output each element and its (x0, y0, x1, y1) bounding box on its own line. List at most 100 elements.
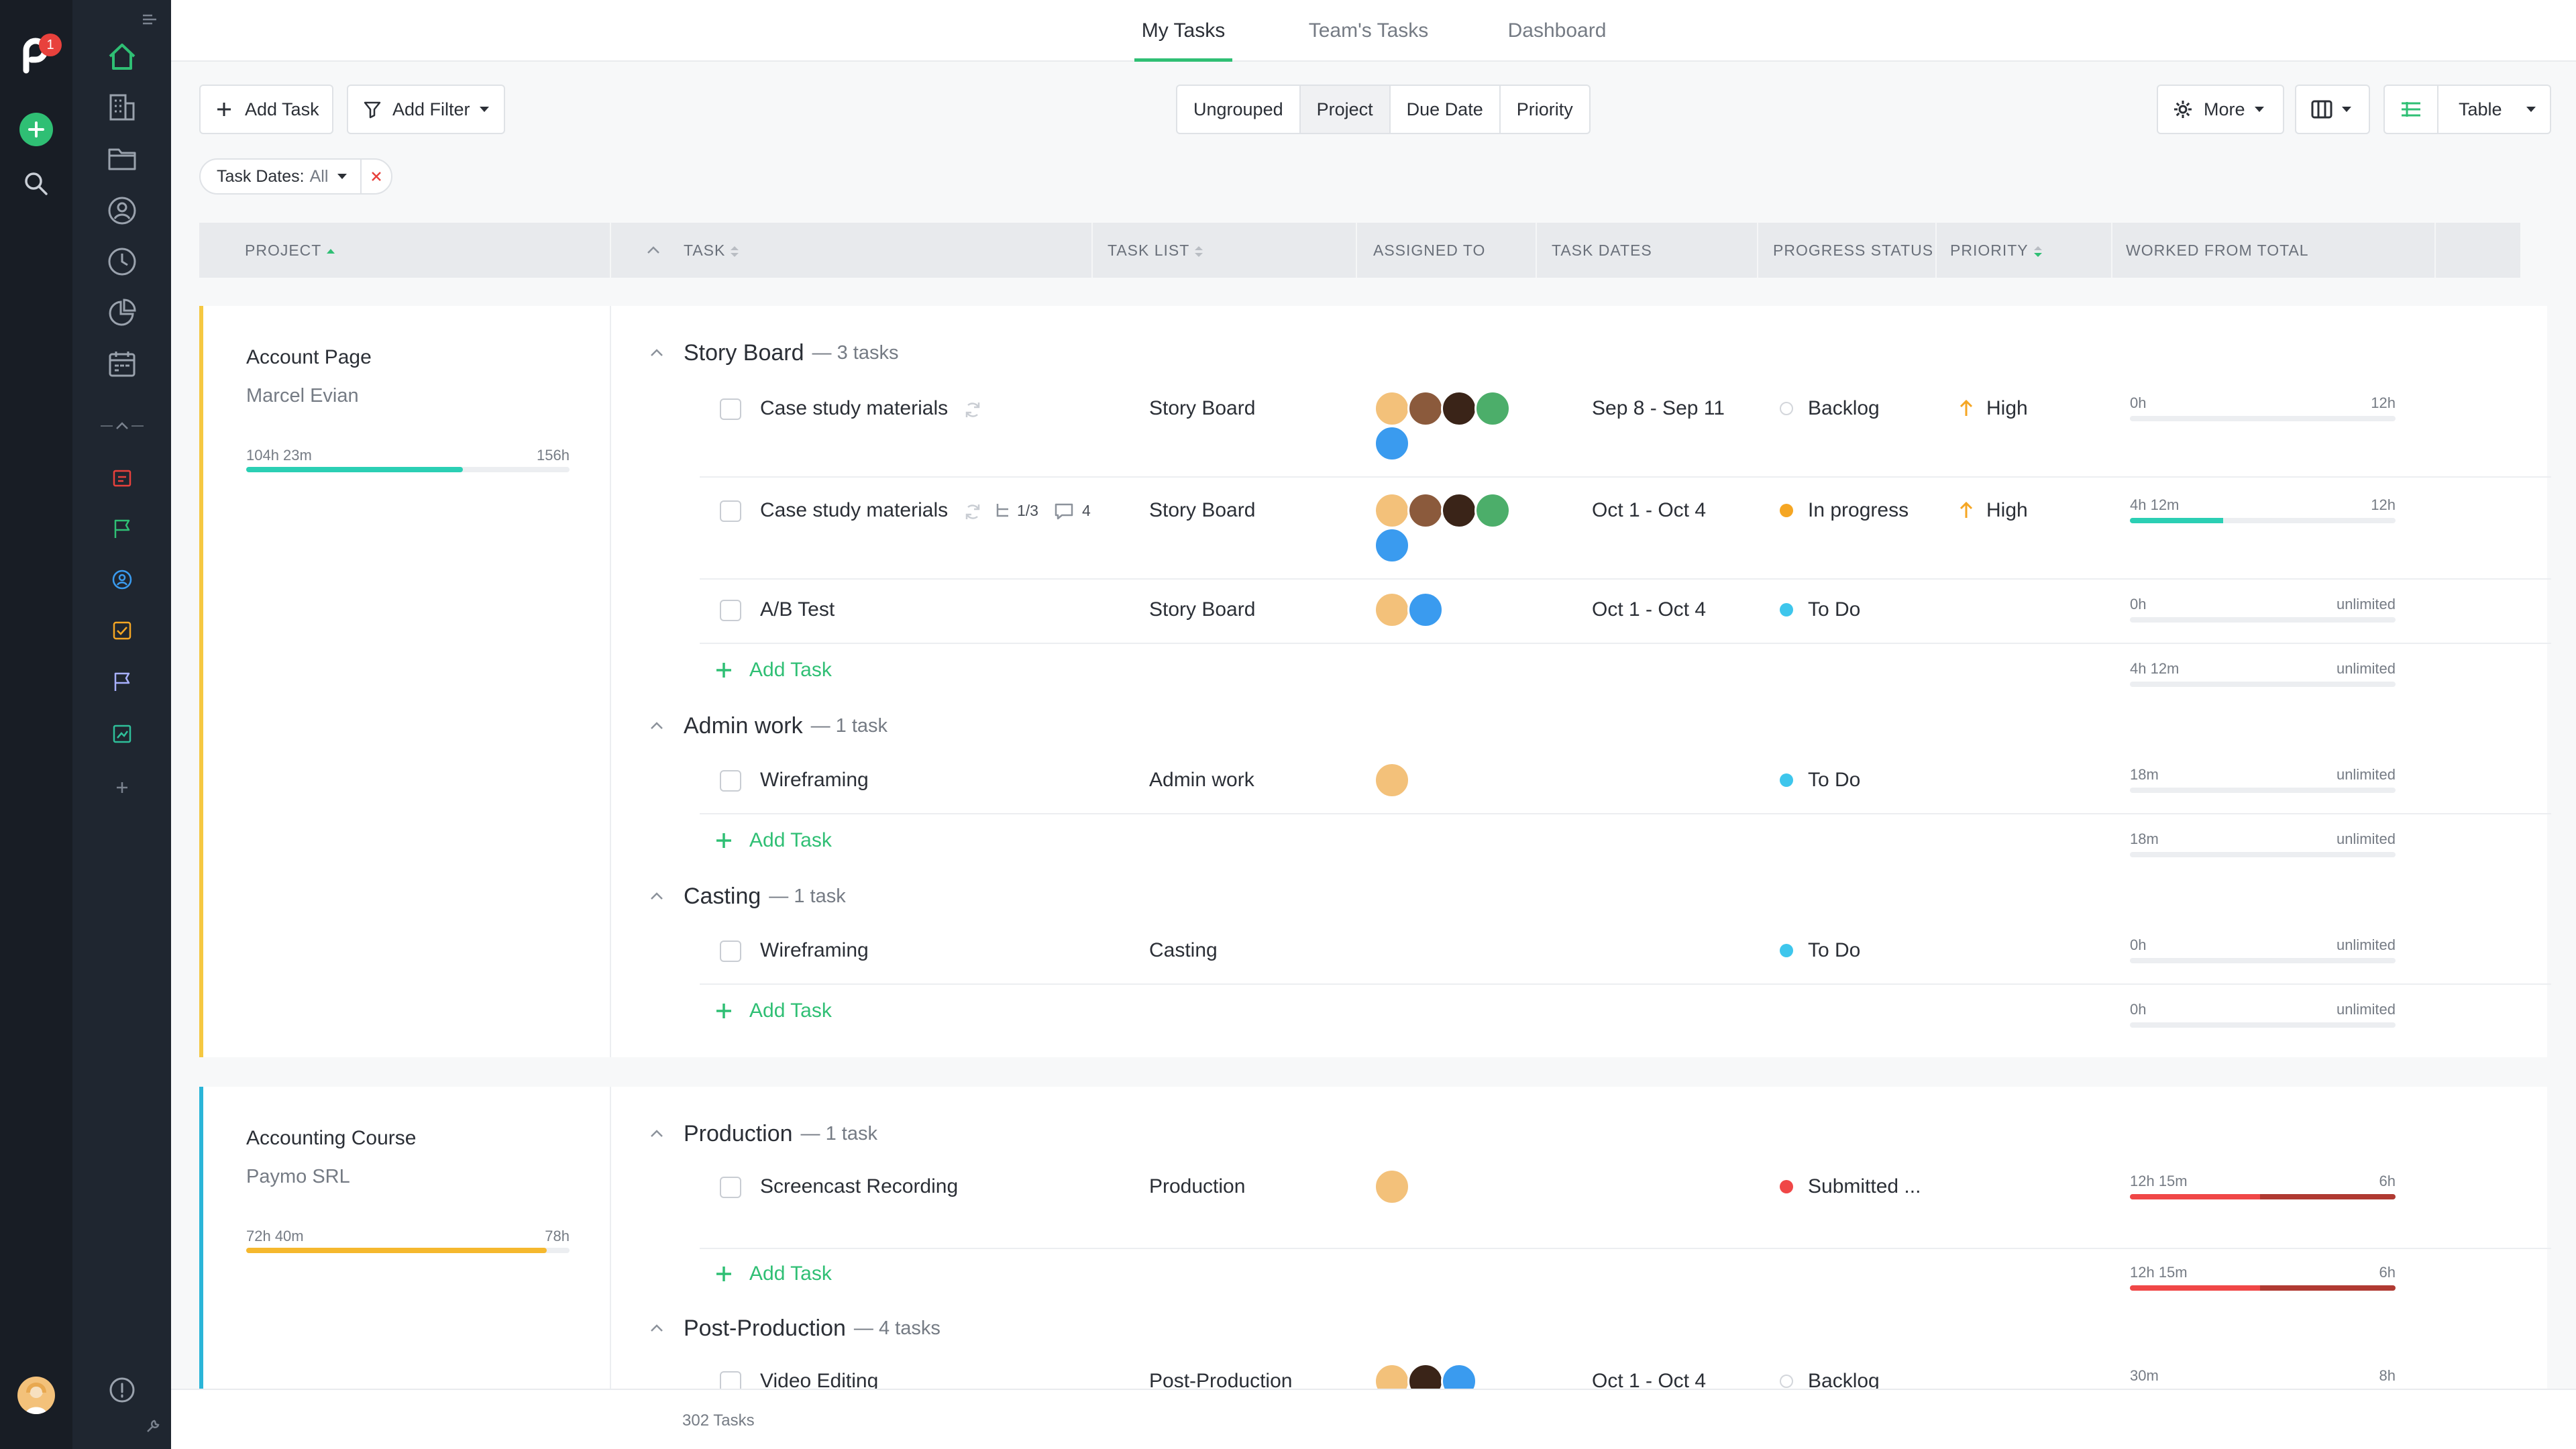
task-row[interactable]: A/B Test Story Board Oct 1 - Oct 4 To Do… (203, 580, 2551, 643)
info-icon[interactable] (107, 1375, 137, 1405)
collapse-group-icon[interactable] (649, 1126, 665, 1142)
avatar[interactable] (1474, 492, 1511, 529)
group-priority[interactable]: Priority (1516, 99, 1573, 119)
task-dates[interactable]: Oct 1 - Oct 4 (1592, 1370, 1707, 1392)
task-row[interactable]: Wireframing Casting To Do 0h unlimited (203, 920, 2551, 983)
task-row[interactable]: Case study materials 1/3 4 Story Board O… (203, 478, 2551, 578)
task-name[interactable]: Wireframing (760, 769, 869, 791)
filter-chip-task-dates[interactable]: Task Dates: All (199, 158, 393, 195)
tab-dashboard[interactable]: Dashboard (1507, 19, 1607, 42)
task-checkbox[interactable] (720, 398, 741, 420)
status[interactable]: To Do (1780, 598, 1860, 621)
add-task-button[interactable]: Add Task (199, 85, 333, 134)
add-favorite-icon[interactable] (110, 775, 134, 800)
add-task-link[interactable]: Add Task (714, 829, 832, 852)
tab-my-tasks[interactable]: My Tasks (1134, 0, 1232, 62)
task-checkbox[interactable] (720, 770, 741, 792)
column-assigned-to[interactable]: ASSIGNED TO (1373, 223, 1485, 278)
group-ungrouped[interactable]: Ungrouped (1177, 86, 1301, 133)
add-task-link[interactable]: Add Task (714, 1263, 832, 1285)
checklist-icon[interactable] (110, 619, 134, 643)
task-name[interactable]: Screencast Recording (760, 1175, 959, 1197)
avatar[interactable] (1374, 1169, 1410, 1205)
task-dates[interactable]: Sep 8 - Sep 11 (1592, 397, 1725, 419)
avatar[interactable] (1374, 390, 1410, 427)
avatar[interactable] (1374, 492, 1410, 529)
task-name[interactable]: Case study materials (760, 397, 949, 419)
group-name[interactable]: Casting (684, 883, 761, 909)
chart-icon[interactable] (110, 722, 134, 746)
add-task-link[interactable]: Add Task (714, 659, 832, 682)
favorites-collapse-icon[interactable] (97, 416, 148, 436)
project-calendar-icon[interactable] (110, 466, 134, 490)
status[interactable]: To Do (1780, 769, 1860, 792)
column-progress-status[interactable]: PROGRESS STATUS (1773, 223, 1933, 278)
group-name[interactable]: Post-Production (684, 1315, 846, 1341)
group-name[interactable]: Story Board (684, 339, 804, 366)
projects-folder-icon[interactable] (105, 141, 140, 176)
add-filter-button[interactable]: Add Filter (347, 85, 505, 134)
avatar[interactable] (1374, 762, 1410, 798)
view-switcher[interactable]: Table (2383, 85, 2551, 134)
reports-pie-icon[interactable] (105, 295, 140, 330)
column-task-list[interactable]: TASK LIST (1108, 223, 1203, 278)
column-worked-from-total[interactable]: WORKED FROM TOTAL (2126, 223, 2309, 278)
avatar[interactable] (1407, 390, 1444, 427)
collapse-all-icon[interactable] (645, 241, 662, 259)
column-project[interactable]: PROJECT (245, 223, 335, 278)
clients-building-icon[interactable] (105, 90, 140, 125)
task-name[interactable]: A/B Test (760, 598, 835, 621)
flag-icon[interactable] (110, 669, 134, 694)
task-row[interactable]: Wireframing Admin work To Do 18m unlimit… (203, 750, 2551, 813)
columns-button[interactable] (2295, 85, 2370, 134)
avatar[interactable] (1407, 492, 1444, 529)
group-name[interactable]: Production (684, 1120, 793, 1146)
add-task-link[interactable]: Add Task (714, 1000, 832, 1022)
avatar[interactable] (1374, 592, 1410, 628)
column-task-dates[interactable]: TASK DATES (1552, 223, 1652, 278)
user-avatar[interactable] (17, 1377, 55, 1414)
calendar-icon[interactable] (105, 346, 140, 381)
time-clock-icon[interactable] (105, 244, 140, 279)
avatar[interactable] (1407, 592, 1444, 628)
avatar[interactable] (1441, 492, 1477, 529)
avatar[interactable] (1474, 390, 1511, 427)
avatar[interactable] (1374, 425, 1410, 462)
task-name[interactable]: Case study materials (760, 499, 949, 521)
search-icon[interactable] (20, 168, 52, 200)
group-due-date[interactable]: Due Date (1391, 86, 1501, 133)
status[interactable]: In progress (1780, 499, 1909, 522)
project-client[interactable]: Marcel Evian (246, 385, 359, 407)
collapse-group-icon[interactable] (649, 718, 665, 734)
create-plus-icon[interactable] (19, 113, 53, 146)
collapse-sidebar-icon[interactable] (140, 9, 160, 30)
task-row[interactable]: Case study materials Story Board Sep 8 -… (203, 376, 2551, 476)
task-name[interactable]: Wireframing (760, 939, 869, 961)
status[interactable]: Backlog (1780, 1370, 1880, 1393)
home-icon[interactable] (105, 39, 140, 74)
settings-wrench-icon[interactable] (142, 1415, 164, 1437)
task-checkbox[interactable] (720, 941, 741, 962)
column-task[interactable]: TASK (684, 223, 739, 278)
users-icon[interactable] (105, 193, 140, 228)
collapse-group-icon[interactable] (649, 345, 665, 361)
project-client[interactable]: Paymo SRL (246, 1166, 350, 1187)
task-checkbox[interactable] (720, 1177, 741, 1198)
people-circle-icon[interactable] (110, 568, 134, 592)
milestone-flag-icon[interactable] (110, 517, 134, 541)
avatar[interactable] (1374, 527, 1410, 564)
notification-badge[interactable]: 1 (39, 34, 62, 56)
group-name[interactable]: Admin work (684, 712, 803, 739)
collapse-group-icon[interactable] (649, 1320, 665, 1336)
task-row[interactable]: Screencast Recording Production Submitte… (203, 1157, 2551, 1248)
remove-filter-icon[interactable] (362, 168, 391, 184)
collapse-group-icon[interactable] (649, 888, 665, 904)
avatar[interactable] (1441, 390, 1477, 427)
priority[interactable]: High (1958, 499, 2028, 522)
task-dates[interactable]: Oct 1 - Oct 4 (1592, 598, 1707, 621)
task-name[interactable]: Video Editing (760, 1370, 879, 1392)
status[interactable]: Submitted ... (1780, 1175, 1921, 1198)
project-name[interactable]: Accounting Course (246, 1127, 417, 1149)
project-name[interactable]: Account Page (246, 346, 372, 368)
column-priority[interactable]: PRIORITY (1950, 223, 2042, 278)
